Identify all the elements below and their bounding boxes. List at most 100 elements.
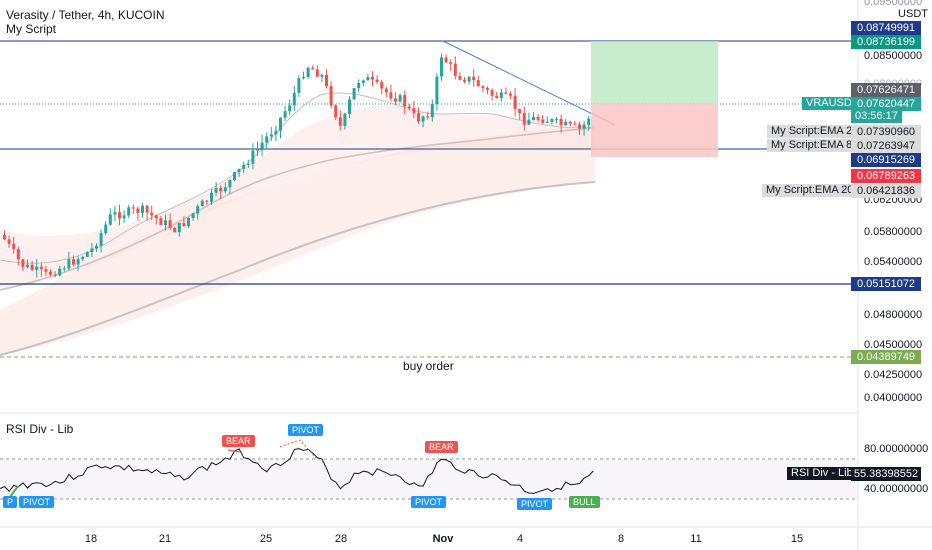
candle-body: [541, 119, 545, 123]
candle-body: [283, 111, 287, 118]
candle-body: [513, 95, 517, 109]
ema200-label: My Script:EMA 200: [762, 184, 864, 197]
candle-body: [219, 187, 223, 192]
pivot-badge: PIVOT: [288, 424, 324, 436]
candle-body: [555, 118, 558, 120]
candle-body: [384, 88, 388, 93]
candle-body: [495, 95, 499, 98]
candle-body: [205, 200, 209, 202]
candle-body: [141, 205, 144, 213]
candle-body: [136, 208, 140, 213]
price-tick: 0.08500000: [864, 50, 923, 62]
candle-body: [26, 264, 29, 268]
chart-title[interactable]: Verasity / Tether, 4h, KUCOIN: [6, 8, 165, 22]
trend-line[interactable]: [442, 40, 616, 126]
candle-body: [453, 63, 457, 76]
price-tick: 0.04250000: [864, 369, 923, 381]
candle-body: [371, 77, 374, 80]
ema89-value: 0.07263947: [851, 139, 921, 153]
last-price-tag: 0.07626471: [851, 83, 921, 97]
take-profit-price-tag: 0.08736199: [851, 35, 921, 49]
script-name[interactable]: My Script: [6, 22, 57, 36]
candle-body: [214, 187, 218, 193]
candle-body: [311, 67, 315, 70]
rsi-tick: 80.00000000: [864, 443, 929, 455]
candle-body: [426, 116, 430, 118]
candle-body: [58, 268, 62, 276]
price-tick: 0.04500000: [864, 339, 923, 351]
low-line-price-tag: 0.05151072: [851, 277, 921, 291]
candle-body: [16, 249, 20, 260]
candle-body: [274, 130, 278, 135]
rsi-line: [0, 448, 594, 494]
time-tick: 11: [690, 533, 702, 545]
candle-body: [53, 274, 57, 276]
bear-badge: BEAR: [425, 441, 458, 453]
candle-body: [366, 77, 370, 81]
buy-order-label: buy order: [403, 359, 454, 373]
rsi-panel-title[interactable]: RSI Div - Lib: [6, 422, 74, 436]
bear-div-line-1: [227, 449, 241, 453]
candle-body: [72, 259, 75, 265]
candle-body: [380, 81, 384, 89]
candle-body: [389, 92, 393, 99]
candle-body: [527, 119, 531, 125]
candle-body: [104, 224, 108, 234]
symbol-tag: VRAUSDT: [802, 97, 863, 110]
candle-body: [532, 116, 535, 120]
candle-body: [210, 192, 213, 202]
time-tick: 18: [84, 533, 98, 545]
candle-body: [398, 95, 402, 102]
pivot-badge: PIVOT: [411, 496, 447, 508]
candle-body: [173, 227, 177, 233]
candle-body: [504, 92, 508, 94]
candle-body: [233, 172, 236, 180]
candle-body: [315, 69, 319, 77]
stop-loss-zone[interactable]: [591, 104, 718, 157]
time-tick: 28: [334, 533, 348, 545]
candle-body: [95, 245, 98, 249]
ema-21-line: [0, 92, 596, 264]
candle-body: [35, 266, 39, 270]
candle-body: [435, 76, 439, 104]
candle-body: [118, 212, 121, 219]
pivot-badge: PIVOT: [517, 498, 553, 510]
price-tick: 0.09500000: [864, 0, 923, 8]
bull-badge: BULL: [569, 496, 600, 508]
ema21-label: My Script:EMA 21: [767, 125, 863, 138]
candle-body: [154, 215, 158, 219]
countdown-tag: 03:56:17: [851, 110, 902, 123]
candle-body: [269, 134, 273, 137]
candle-body: [564, 121, 568, 126]
candle-body: [338, 117, 342, 126]
pivot-badge: P: [3, 496, 18, 508]
time-tick: 4: [516, 533, 524, 545]
candle-body: [196, 206, 200, 214]
candle-body: [297, 78, 301, 93]
ema-200-line: [0, 181, 596, 356]
pivot-badge: PIVOT: [19, 496, 55, 508]
candle-body: [545, 121, 549, 123]
candle-body: [145, 205, 149, 213]
candle-body: [122, 215, 126, 219]
time-tick: 25: [259, 533, 273, 545]
candle-body: [302, 76, 305, 79]
candle-body: [463, 79, 466, 82]
candle-body: [329, 86, 333, 106]
candle-body: [472, 76, 476, 81]
candle-body: [357, 83, 361, 89]
candle-body: [7, 239, 11, 244]
candle-body: [559, 118, 563, 126]
take-profit-zone[interactable]: [591, 41, 718, 104]
candle-body: [177, 223, 181, 233]
candle-body: [430, 103, 434, 118]
price-unit: USDT: [898, 8, 928, 20]
candle-body: [352, 88, 356, 100]
candle-body: [582, 124, 586, 129]
price-tick: 0.04000000: [864, 392, 923, 404]
bear-badge: BEAR: [222, 435, 255, 447]
candle-body: [518, 108, 522, 114]
candle-body: [403, 95, 407, 107]
candle-body: [568, 121, 572, 124]
